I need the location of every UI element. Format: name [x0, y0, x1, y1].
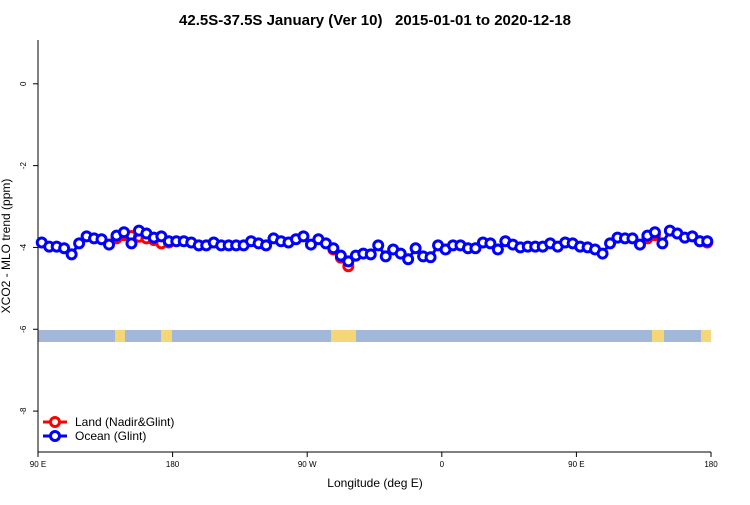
chart-title: 42.5S-37.5S January (Ver 10) 2015-01-01 … [179, 12, 571, 29]
data-point [73, 237, 86, 250]
legend-label: Land (Nadir&Glint) [75, 415, 174, 429]
data-point [484, 237, 497, 250]
land-patch [115, 330, 125, 342]
y-tick-label: -4 [19, 243, 28, 251]
data-point [372, 239, 385, 252]
data-point [648, 226, 661, 239]
data-point [626, 232, 639, 245]
y-tick-label: 0 [19, 81, 28, 86]
x-tick-label: 90 W [298, 460, 317, 469]
data-point [334, 249, 347, 262]
land-patch [161, 330, 172, 342]
legend-marker [49, 430, 61, 442]
legend-label: Ocean (Glint) [75, 429, 146, 443]
data-point [379, 250, 392, 263]
y-tick-label: -6 [19, 325, 28, 333]
x-tick-label: 90 E [568, 460, 584, 469]
data-point [297, 230, 310, 243]
data-point [95, 233, 108, 246]
data-point [701, 235, 714, 248]
data-point [125, 237, 138, 250]
data-point [604, 237, 617, 250]
land-patch [652, 330, 664, 342]
x-tick-label: 0 [440, 460, 445, 469]
x-tick-label: 90 E [30, 460, 46, 469]
land-patch [701, 330, 711, 342]
data-point [327, 242, 340, 255]
data-point [304, 238, 317, 251]
y-axis-label: XCO2 - MLO trend (ppm) [0, 179, 13, 314]
surface-band [38, 330, 711, 342]
x-tick-label: 180 [166, 460, 180, 469]
data-point [424, 251, 437, 264]
data-point [117, 226, 130, 239]
data-point [394, 247, 407, 260]
ocean-band [38, 330, 711, 342]
data-point [491, 243, 504, 256]
data-point [402, 253, 415, 266]
data-point [469, 242, 482, 255]
land-patch [331, 330, 356, 342]
data-point [65, 248, 78, 261]
data-point [633, 238, 646, 251]
data-point [656, 237, 669, 250]
y-tick-label: -2 [19, 162, 28, 170]
legend-marker [49, 416, 61, 428]
data-point [596, 247, 609, 260]
data-point [409, 242, 422, 255]
data-point [260, 239, 273, 252]
data-point [364, 248, 377, 261]
data-point [342, 255, 355, 268]
x-tick-label: 180 [704, 460, 718, 469]
data-point [103, 238, 116, 251]
data-point [58, 242, 71, 255]
y-tick-label: -8 [19, 407, 28, 415]
x-axis-label: Longitude (deg E) [327, 476, 422, 490]
